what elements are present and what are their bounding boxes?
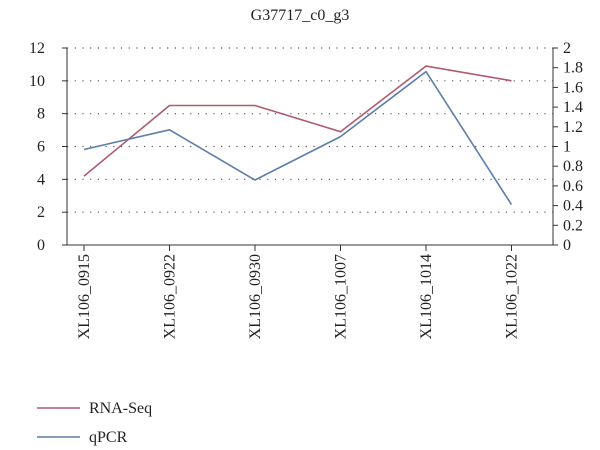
y-right-tick-label: 0.2 bbox=[563, 217, 583, 234]
y-right-tick-label: 1.4 bbox=[563, 99, 583, 116]
y-right-tick-label: 0 bbox=[563, 237, 571, 254]
legend: RNA-Seq qPCR bbox=[37, 400, 152, 446]
y-right-tick-label: 2 bbox=[563, 40, 571, 57]
y-right-tick-label: 0.4 bbox=[563, 198, 583, 215]
legend-label-rna-seq: RNA-Seq bbox=[89, 400, 152, 417]
y-left-tick-label: 4 bbox=[37, 171, 45, 188]
y-left-tick-label: 0 bbox=[37, 237, 45, 254]
x-tick-label: XL106_1014 bbox=[418, 254, 435, 339]
y-right-tick-label: 1 bbox=[563, 139, 571, 156]
chart-title: G37717_c0_g3 bbox=[251, 7, 350, 24]
axes: 0 2 4 6 8 10 12 0 0.2 0.4 0.6 0.8 1 1.2 1.4 1.6 1.8 2 XL10… bbox=[29, 40, 583, 339]
y-left-tick-label: 2 bbox=[37, 204, 45, 221]
y-right-tick-label: 0.6 bbox=[563, 178, 583, 195]
y-left-tick-label: 8 bbox=[37, 106, 45, 123]
y-left-tick-label: 10 bbox=[29, 73, 45, 90]
x-tick-label: XL106_0930 bbox=[247, 254, 264, 339]
legend-label-qpcr: qPCR bbox=[89, 429, 128, 446]
x-tick-label: XL106_0922 bbox=[162, 254, 179, 339]
y-left-tick-label: 12 bbox=[29, 40, 45, 57]
y-right-tick-label: 1.8 bbox=[563, 60, 583, 77]
series-lines bbox=[83, 65, 513, 206]
x-tick-label: XL106_1007 bbox=[333, 254, 350, 339]
y-right-tick-label: 0.8 bbox=[563, 158, 583, 175]
series-line-rna-seq bbox=[83, 65, 512, 177]
y-right-tick-label: 1.2 bbox=[563, 119, 583, 136]
series-line-qpcr bbox=[83, 70, 513, 206]
x-tick-label: XL106_0915 bbox=[76, 254, 93, 339]
y-left-tick-label: 6 bbox=[37, 139, 45, 156]
y-right-tick-label: 1.6 bbox=[563, 79, 583, 96]
x-tick-label: XL106_1022 bbox=[504, 254, 521, 339]
